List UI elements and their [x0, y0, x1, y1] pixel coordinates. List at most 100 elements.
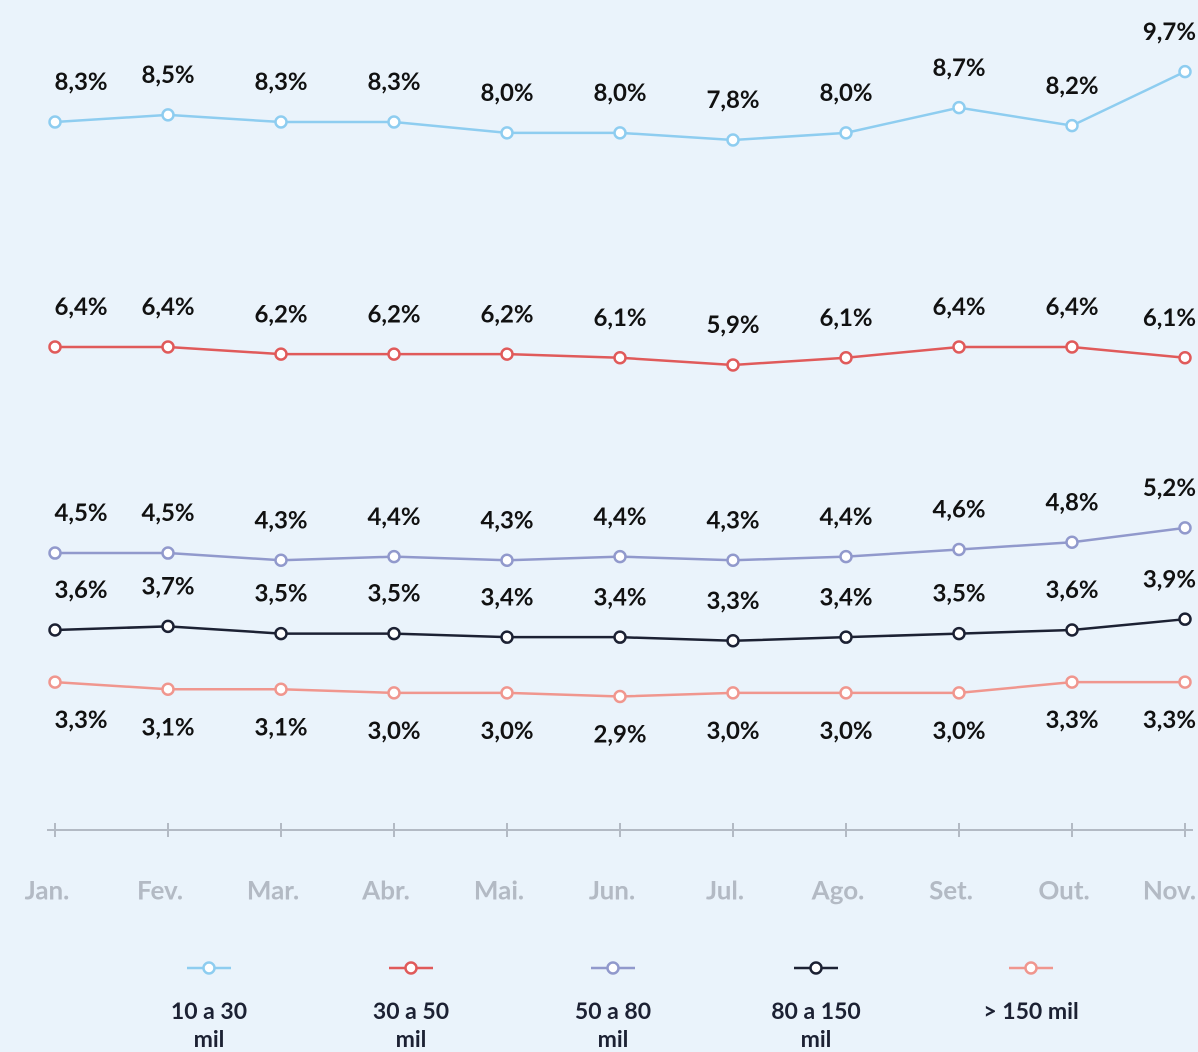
value-label: 3,0%	[932, 716, 985, 745]
point	[48, 340, 62, 354]
value-label: 8,2%	[1045, 71, 1098, 100]
legend-label: > 150 mil	[983, 996, 1079, 1024]
point	[613, 689, 627, 704]
x-tick-label: Set.	[929, 874, 973, 906]
value-label: 3,3%	[706, 586, 759, 615]
value-label: 3,9%	[1143, 564, 1196, 593]
point	[500, 630, 514, 644]
point	[1178, 351, 1192, 365]
value-label: 8,3%	[367, 67, 420, 96]
value-label: 3,5%	[932, 579, 985, 608]
value-label: 3,5%	[367, 579, 420, 608]
x-tick-label: Abr.	[361, 874, 410, 906]
point	[613, 549, 627, 564]
point	[161, 682, 175, 697]
legend-marker	[809, 961, 823, 975]
point	[613, 351, 627, 365]
value-label: 4,4%	[593, 502, 646, 531]
value-label: 3,7%	[141, 572, 194, 601]
point	[161, 108, 175, 122]
value-label: 8,7%	[932, 53, 985, 82]
value-label: 3,4%	[819, 582, 872, 611]
legend-label: 10 a 30 mil	[170, 996, 248, 1052]
value-label: 6,4%	[932, 292, 985, 321]
value-label: 6,4%	[54, 292, 107, 321]
point	[952, 686, 966, 700]
value-label: 4,3%	[254, 505, 307, 534]
point	[500, 126, 514, 140]
value-label: 2,9%	[593, 720, 646, 749]
value-label: 3,3%	[54, 705, 107, 734]
value-label: 3,6%	[54, 575, 107, 604]
value-label: 8,3%	[254, 67, 307, 96]
value-label: 6,1%	[1143, 303, 1196, 332]
point	[839, 549, 853, 564]
point	[726, 358, 740, 372]
point	[274, 626, 288, 641]
value-label: 7,8%	[706, 85, 759, 114]
point	[1065, 118, 1079, 133]
legend-label: 50 a 80 mil	[574, 996, 652, 1052]
point	[839, 630, 853, 644]
value-label: 3,0%	[480, 716, 533, 745]
value-label: 5,9%	[706, 310, 759, 339]
value-label: 4,5%	[141, 498, 194, 527]
point	[387, 115, 401, 129]
point	[48, 675, 62, 689]
point	[161, 546, 175, 560]
value-label: 4,4%	[819, 502, 872, 531]
point	[387, 549, 401, 564]
point	[1178, 521, 1192, 535]
point	[161, 619, 175, 634]
value-label: 9,7%	[1143, 17, 1196, 46]
point	[839, 351, 853, 365]
value-label: 4,6%	[932, 495, 985, 524]
value-label: 3,0%	[706, 716, 759, 745]
point	[1178, 612, 1192, 626]
value-label: 6,2%	[480, 299, 533, 328]
value-label: 6,2%	[367, 299, 420, 328]
x-tick-label: Fev.	[137, 874, 183, 906]
value-label: 3,1%	[254, 712, 307, 741]
x-tick-label: Out.	[1038, 874, 1089, 906]
point	[952, 626, 966, 641]
value-label: 4,8%	[1045, 487, 1098, 516]
point	[274, 553, 288, 568]
value-label: 8,0%	[819, 78, 872, 107]
value-label: 6,2%	[254, 299, 307, 328]
point	[274, 115, 288, 129]
x-tick-label: Jul.	[706, 874, 744, 906]
point	[387, 347, 401, 361]
legend-marker	[1024, 961, 1038, 975]
point	[1178, 675, 1192, 689]
point	[387, 626, 401, 641]
point	[726, 686, 740, 700]
value-label: 6,1%	[593, 303, 646, 332]
value-label: 3,0%	[819, 716, 872, 745]
value-label: 3,6%	[1045, 575, 1098, 604]
point	[48, 623, 62, 637]
value-label: 6,4%	[141, 292, 194, 321]
value-label: 3,1%	[141, 712, 194, 741]
point	[274, 682, 288, 697]
value-label: 4,4%	[367, 502, 420, 531]
value-label: 4,3%	[706, 505, 759, 534]
point	[387, 686, 401, 700]
value-label: 8,0%	[593, 78, 646, 107]
point	[613, 126, 627, 140]
point	[726, 553, 740, 568]
point	[839, 686, 853, 700]
value-label: 8,5%	[141, 60, 194, 89]
point	[613, 630, 627, 644]
value-label: 3,0%	[367, 716, 420, 745]
point	[500, 553, 514, 568]
value-label: 3,4%	[480, 582, 533, 611]
value-label: 3,3%	[1045, 705, 1098, 734]
legend-marker	[606, 961, 620, 975]
x-tick-label: Ago.	[811, 874, 865, 906]
point	[500, 347, 514, 361]
legend-marker	[404, 961, 418, 975]
value-label: 3,3%	[1143, 705, 1196, 734]
